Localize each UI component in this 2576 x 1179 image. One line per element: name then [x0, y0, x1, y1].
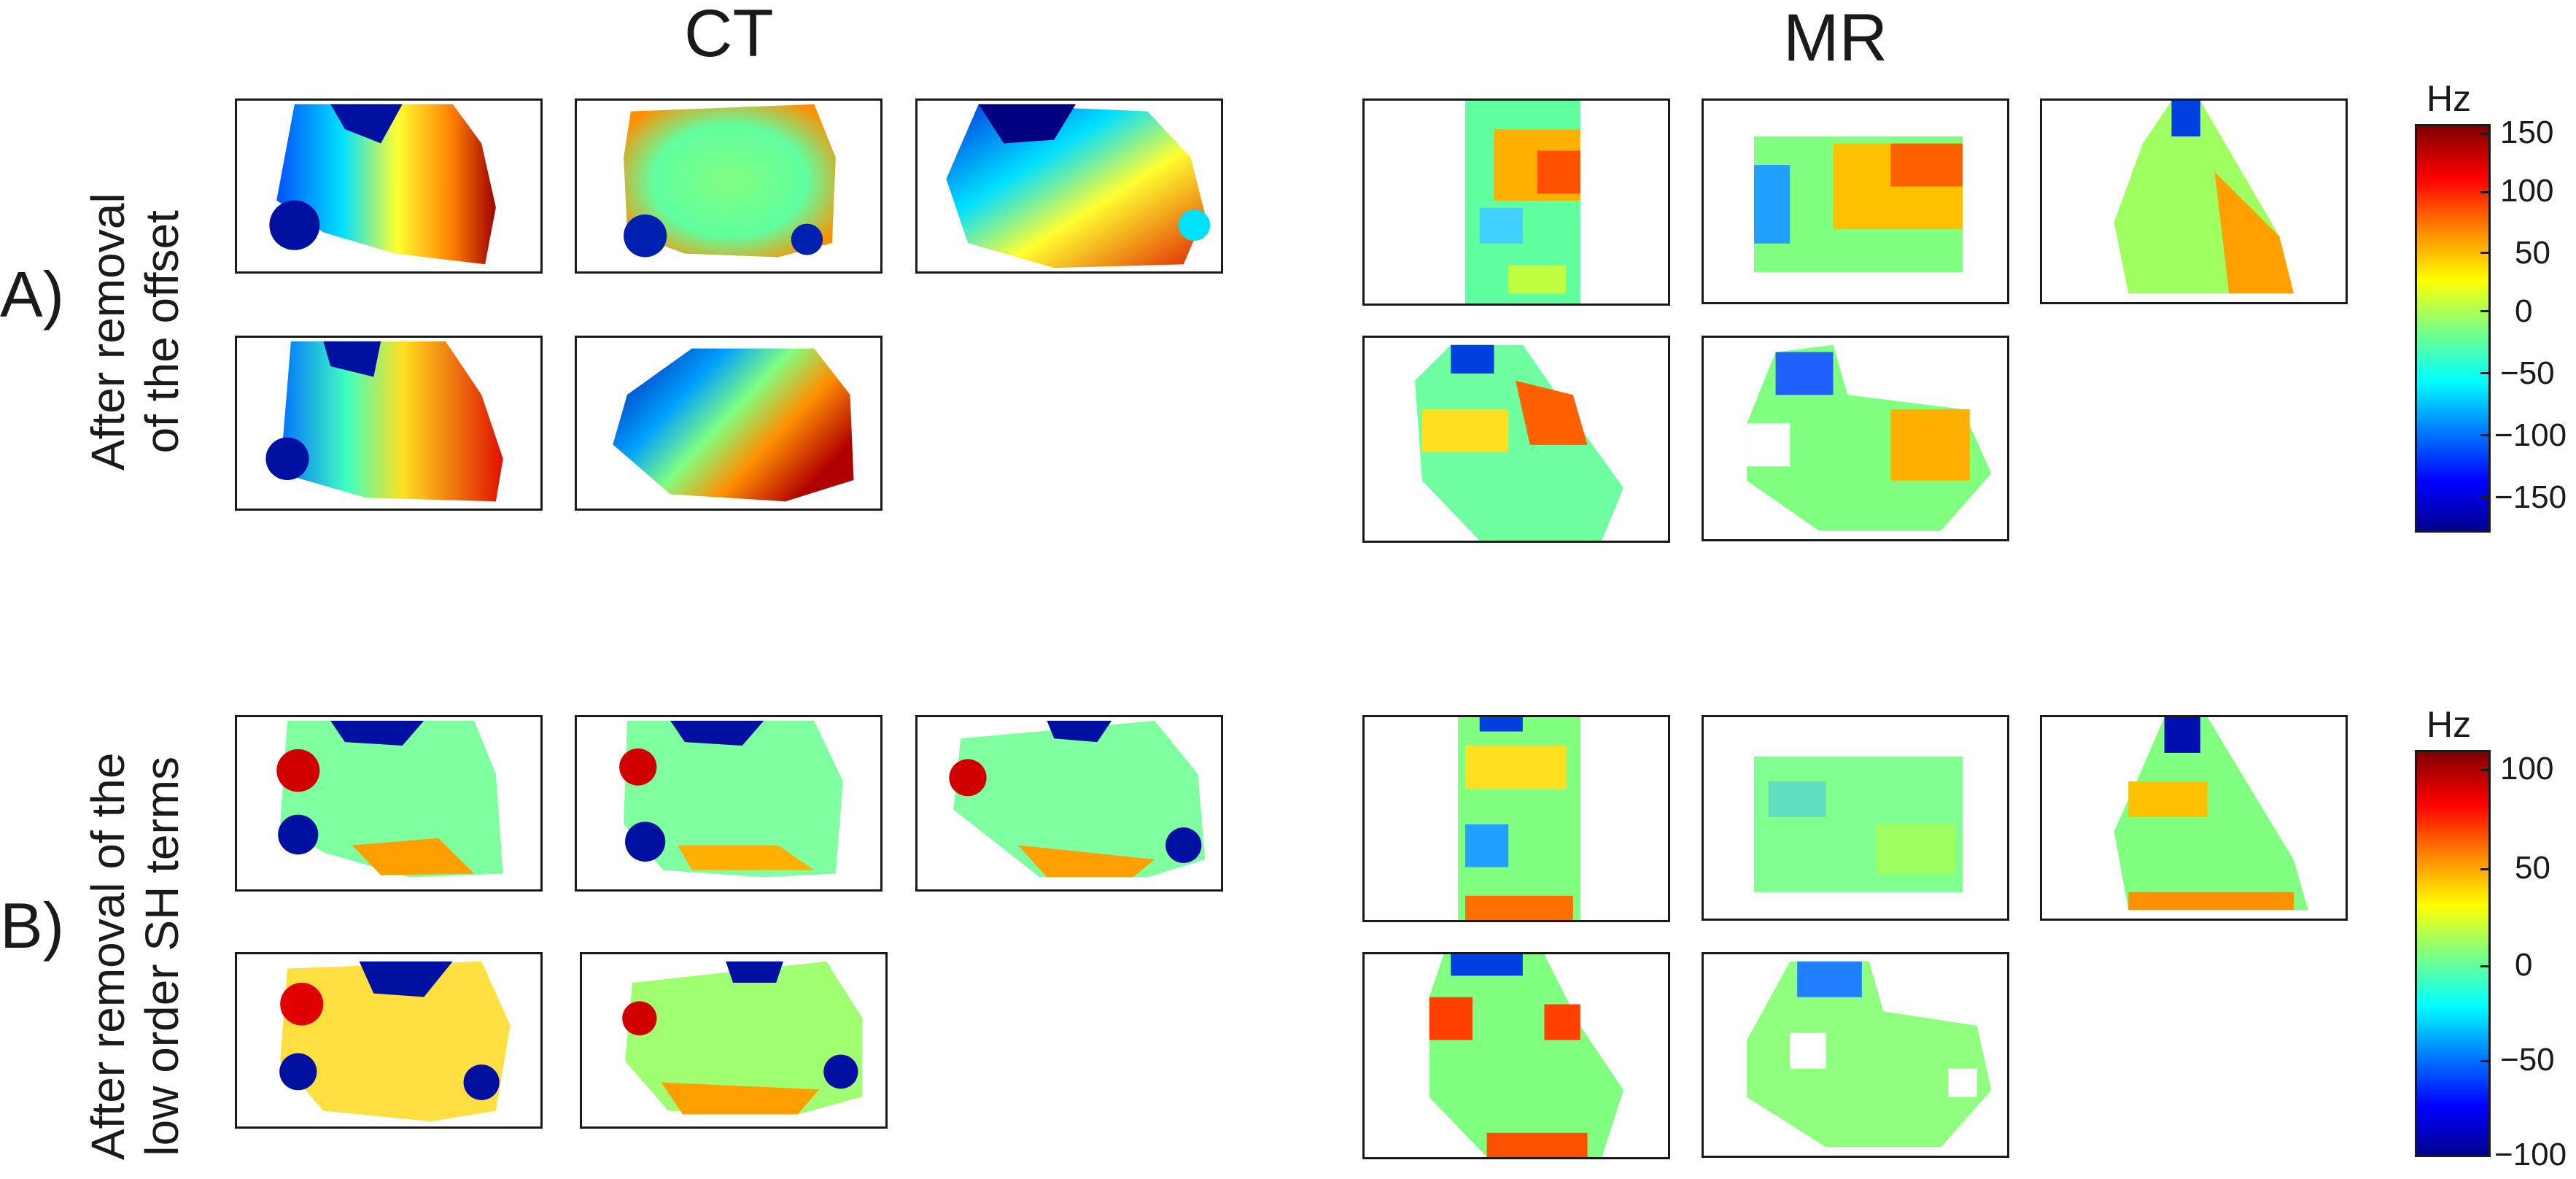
colorbar-a-tick — [2480, 252, 2491, 254]
colorbar-b-unit: Hz — [2426, 704, 2472, 745]
colorbar-a-tick-label: −100 — [2494, 417, 2567, 453]
ct-a-panel-3 — [915, 98, 1223, 274]
colorbar-b-tick-label: 100 — [2500, 751, 2554, 786]
colorbar-a-tick — [2480, 133, 2491, 135]
mr-a-panel-1 — [1362, 98, 1670, 306]
mr-a-panel-4 — [1362, 336, 1670, 543]
ct-a-panel-1 — [235, 98, 543, 274]
row-b-caption-line2: low order SH terms — [135, 756, 188, 1156]
ct-b-panel-4 — [235, 952, 543, 1129]
ct-b-panel-3 — [915, 715, 1223, 892]
colorbar-b-tick — [2480, 965, 2491, 967]
mr-b-panel-4 — [1362, 952, 1670, 1159]
ct-b-panel-1 — [235, 715, 543, 892]
colorbar-a-tick-label: 150 — [2500, 115, 2554, 150]
colorbar-a-tick — [2480, 310, 2491, 312]
mr-b-panel-3 — [2040, 715, 2348, 921]
colorbar-a-tick — [2480, 496, 2491, 498]
colorbar-a-tick-label: −150 — [2494, 479, 2567, 515]
colorbar-a-tick — [2480, 372, 2491, 374]
colorbar-a — [2415, 124, 2491, 533]
row-a-caption-line2: of the offset — [135, 210, 188, 454]
colorbar-a-tick-label: 0 — [2515, 293, 2533, 329]
ct-column-title: CT — [684, 0, 774, 71]
row-b-letter: B) — [0, 889, 64, 962]
mr-a-panel-3 — [2040, 98, 2348, 304]
row-b-caption-line1: After removal of the — [82, 752, 134, 1160]
mr-a-panel-2 — [1702, 98, 2009, 304]
colorbar-b-tick — [2480, 868, 2491, 870]
mr-a-panel-5 — [1702, 336, 2009, 541]
colorbar-a-tick — [2480, 434, 2491, 436]
row-a-caption: After removal of the offset — [82, 193, 189, 471]
colorbar-a-tick-label: 100 — [2500, 173, 2554, 209]
colorbar-a-tick-label: −50 — [2500, 355, 2555, 391]
colorbar-a-unit: Hz — [2426, 78, 2472, 119]
colorbar-b-tick — [2480, 1155, 2491, 1157]
colorbar-b-tick-label: −100 — [2494, 1137, 2567, 1172]
mr-b-panel-2 — [1702, 715, 2009, 921]
mr-column-title: MR — [1783, 1, 1888, 75]
ct-b-panel-2 — [575, 715, 882, 892]
row-a-letter: A) — [0, 258, 64, 330]
row-b-caption: After removal of the low order SH terms — [82, 753, 189, 1160]
colorbar-b-tick-label: −50 — [2500, 1042, 2555, 1078]
colorbar-b — [2415, 750, 2491, 1157]
colorbar-b-tick-label: 50 — [2515, 850, 2550, 886]
ct-b-panel-5 — [580, 952, 888, 1129]
colorbar-a-tick-label: 50 — [2515, 235, 2550, 271]
colorbar-b-tick-label: 0 — [2515, 947, 2533, 983]
colorbar-b-tick — [2480, 1060, 2491, 1062]
ct-a-panel-5 — [575, 336, 882, 511]
colorbar-b-tick — [2480, 769, 2491, 771]
mr-b-panel-5 — [1702, 952, 2009, 1158]
row-a-caption-line1: After removal — [82, 193, 134, 471]
colorbar-a-tick — [2480, 191, 2491, 193]
ct-a-panel-2 — [575, 98, 882, 274]
mr-b-panel-1 — [1362, 715, 1670, 922]
ct-a-panel-4 — [235, 336, 543, 511]
